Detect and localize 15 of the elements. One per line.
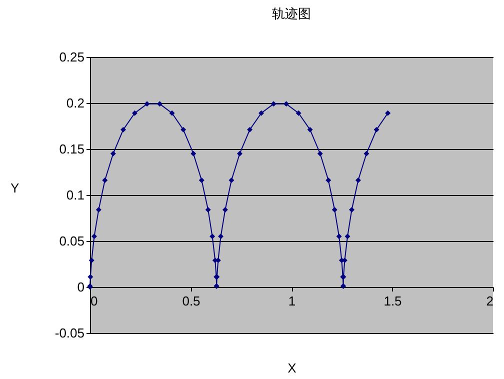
chart-title: 轨迹图: [272, 6, 311, 22]
y-tick-label: 0: [77, 280, 84, 294]
y-tick-label: 0.05: [59, 234, 84, 248]
x-tick-label: 1: [288, 294, 296, 308]
y-tick-label: -0.05: [54, 326, 84, 340]
y-tick-label: 0.15: [59, 142, 84, 156]
x-tick-label: 0: [90, 294, 98, 308]
x-tick-label: 2: [486, 294, 494, 308]
x-tick-label: 1.5: [384, 294, 402, 308]
y-tick-label: 0.25: [59, 50, 84, 64]
y-tick-label: 0.2: [66, 96, 84, 110]
x-axis-title: X: [288, 360, 297, 376]
x-tick-label: 0.5: [182, 294, 200, 308]
y-axis-title: Y: [10, 180, 20, 196]
y-tick-label: 0.1: [66, 188, 84, 202]
